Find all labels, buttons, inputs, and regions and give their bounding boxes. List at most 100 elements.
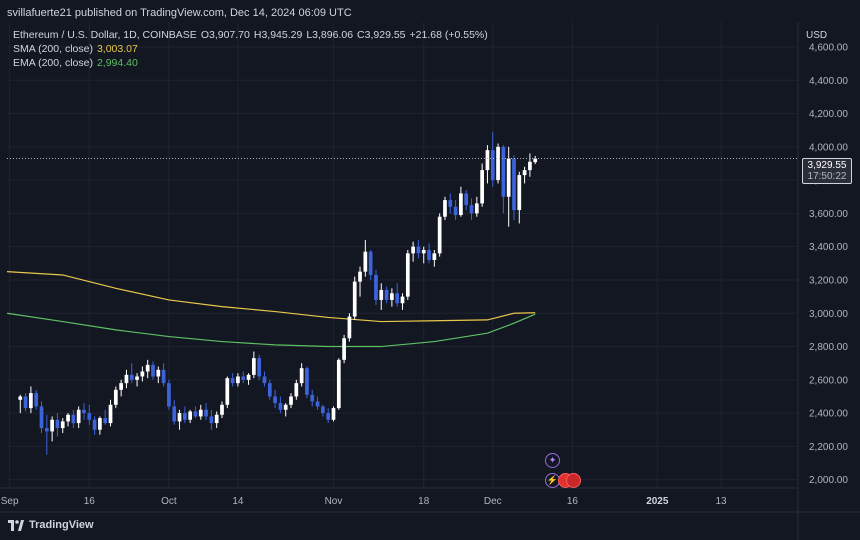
candle-body: [395, 293, 400, 304]
y-tick-label: 4,400.00: [809, 76, 848, 87]
x-tick-label: 13: [715, 496, 727, 507]
candle-body: [310, 394, 315, 402]
candle-body: [135, 376, 139, 380]
symbol-title[interactable]: Ethereum / U.S. Dollar, 1D, COINBASE: [13, 29, 197, 41]
candle-body: [469, 205, 474, 214]
y-tick-label: 4,200.00: [809, 109, 848, 120]
candle-body: [204, 409, 208, 417]
candle-body: [44, 428, 49, 432]
candle-body: [34, 393, 39, 407]
candle-body: [416, 246, 421, 254]
candle-body: [528, 161, 532, 171]
candle-body: [214, 414, 219, 424]
candle-body: [156, 369, 161, 377]
ema-value: 2,994.40: [96, 57, 138, 69]
candle-body: [103, 418, 108, 424]
last-price-value: 3,929.55: [807, 160, 847, 171]
bar-countdown: 17:50:22: [807, 171, 847, 182]
candle-body: [347, 316, 352, 339]
candle-body: [421, 250, 426, 254]
candle-body: [437, 216, 442, 254]
candle-body: [379, 289, 384, 300]
candle-body: [220, 404, 224, 415]
candle-body: [305, 368, 309, 395]
candle-body: [453, 206, 458, 216]
ohlc-low: L3,896.06: [306, 29, 354, 41]
ema-label: EMA (200, close): [13, 57, 93, 69]
x-tick-label: 18: [418, 496, 430, 507]
candle-body: [533, 158, 538, 163]
candle-body: [490, 150, 495, 181]
candle-body: [129, 374, 134, 380]
candle-body: [262, 376, 267, 384]
ohlc-high: H3,945.29: [253, 29, 303, 41]
tradingview-logo-icon: [8, 519, 24, 531]
sma-row[interactable]: SMA (200, close) 3,003.07: [13, 42, 488, 56]
y-tick-label: 3,000.00: [809, 309, 848, 320]
candle-body: [225, 378, 230, 405]
candle-body: [289, 396, 293, 405]
candle-body: [374, 274, 378, 300]
symbol-row: Ethereum / U.S. Dollar, 1D, COINBASE O3,…: [13, 28, 488, 42]
candle-body: [273, 396, 277, 404]
y-tick-label: 2,400.00: [809, 409, 848, 420]
flag-event-icon[interactable]: [566, 473, 581, 488]
candle-body: [485, 150, 490, 171]
candle-body: [251, 358, 256, 375]
candle-body: [342, 338, 346, 360]
price-change: +21.68 (+0.55%): [409, 29, 488, 41]
y-tick-label: 4,000.00: [809, 142, 848, 153]
currency-label[interactable]: USD: [806, 30, 828, 41]
candle-body: [400, 296, 405, 304]
candle-body: [267, 383, 272, 397]
candle-body: [209, 416, 214, 424]
candle-body: [230, 378, 235, 384]
candle-body: [87, 413, 92, 420]
candle-body: [315, 401, 320, 407]
candle-body: [459, 193, 463, 216]
ema-row[interactable]: EMA (200, close) 2,994.40: [13, 56, 488, 70]
candle-body: [283, 404, 288, 410]
candle-body: [352, 281, 357, 317]
candle-body: [177, 413, 182, 422]
y-tick-label: 3,400.00: [809, 242, 848, 253]
candle-body: [188, 411, 193, 420]
candle-body: [140, 371, 145, 377]
candle-body: [368, 251, 373, 275]
y-tick-label: 2,200.00: [809, 442, 848, 453]
publish-info: svillafuerte21 published on TradingView.…: [7, 7, 352, 19]
candle-body: [145, 364, 150, 372]
candle-body: [167, 383, 171, 407]
candle-body: [257, 358, 262, 377]
candle-body: [278, 403, 283, 410]
candle-body: [501, 146, 506, 197]
candle-body: [60, 421, 65, 429]
candle-body: [480, 170, 484, 204]
y-tick-label: 4,600.00: [809, 42, 848, 53]
candle-body: [29, 393, 33, 409]
candle-body: [50, 419, 54, 432]
x-tick-label: Sep: [1, 496, 19, 507]
candle-body: [411, 246, 415, 254]
candle-body: [82, 409, 86, 414]
candle-body: [294, 383, 299, 397]
candle-body: [336, 359, 341, 409]
candle-body: [246, 374, 251, 380]
sma-label: SMA (200, close): [13, 43, 93, 55]
candle-body: [517, 175, 522, 211]
y-tick-label: 2,000.00: [809, 475, 848, 486]
candle-body: [512, 158, 516, 211]
event-star-icon[interactable]: ✦: [545, 453, 560, 468]
last-price-label: 3,929.55 17:50:22: [802, 158, 852, 184]
candle-body: [331, 408, 336, 420]
x-tick-label: Dec: [484, 496, 502, 507]
footer-brand[interactable]: TradingView: [8, 519, 94, 531]
chart-legend: Ethereum / U.S. Dollar, 1D, COINBASE O3,…: [13, 28, 488, 70]
sma-value: 3,003.07: [96, 43, 138, 55]
x-tick-label: Oct: [161, 496, 177, 507]
candle-body: [443, 200, 447, 217]
candle-body: [384, 289, 389, 300]
ohlc-close: C3,929.55: [357, 29, 406, 41]
